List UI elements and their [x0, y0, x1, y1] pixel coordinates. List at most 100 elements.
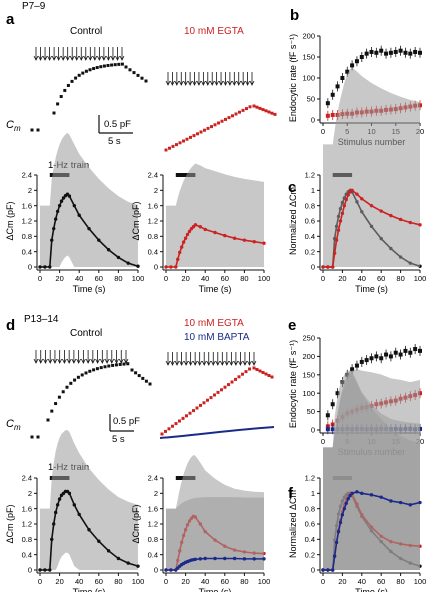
series-line-a2-0: [166, 223, 265, 268]
trace-point: [50, 409, 54, 413]
cm-label-bottom: Cm: [6, 418, 21, 432]
trace-point: [255, 105, 259, 109]
trace-point: [30, 435, 34, 439]
point-e-2: [325, 427, 330, 432]
panel-label-f: f: [288, 485, 294, 502]
trace-point: [130, 368, 134, 372]
stim-arrow-head: [43, 358, 48, 364]
y-tick-label-c: 0.6: [305, 217, 315, 226]
trace-point: [124, 65, 128, 69]
stim-arrow-head: [188, 360, 193, 366]
y-tick-label-b: 200: [302, 32, 315, 41]
stim-arrows-a-egta: [165, 72, 255, 86]
point-b-0: [354, 59, 359, 64]
point-e-2: [330, 427, 335, 432]
trace-point: [160, 432, 164, 436]
y-tick-label-a1: 0.4: [22, 247, 32, 256]
trace-point: [136, 73, 140, 77]
point-e-0: [388, 354, 393, 359]
x-tick-label-a1: 80: [114, 274, 122, 283]
point-b-0: [403, 50, 408, 55]
stim-arrow-head: [179, 360, 184, 366]
x-tick-label-a1: 20: [55, 274, 63, 283]
trace-point: [237, 375, 241, 379]
point-b-0: [340, 76, 345, 80]
scale-bar-top: 0.5 pF 5 s: [98, 115, 133, 147]
stim-arrow-head: [57, 358, 63, 364]
point-b-0: [408, 51, 413, 56]
stim-arrow-head: [183, 360, 189, 366]
point-b-0: [393, 49, 398, 54]
x-tick-label-a2: 0: [164, 274, 168, 283]
point-b-0: [369, 49, 374, 54]
y-tick-label-a1: 2.4: [22, 171, 32, 180]
trace-point: [185, 137, 189, 141]
trace-point: [66, 83, 70, 87]
scale-bar-bottom-s: 5 s: [112, 434, 125, 445]
age-label-p1314: P13–14: [24, 314, 59, 325]
y-tick-label-a2: 1.2: [148, 217, 158, 226]
trace-point: [209, 396, 213, 400]
y-tick-label-d1: 0.4: [22, 550, 32, 559]
y-tick-label-f: 0.4: [305, 535, 315, 544]
y-tick-label-a1: 0: [28, 263, 32, 272]
trace-point: [61, 390, 65, 394]
point-e-0: [359, 359, 364, 364]
y-tick-label-b: 50: [307, 95, 315, 104]
stim-arrow-head: [170, 360, 175, 366]
y-tick-label-a1: 2: [28, 186, 32, 195]
trace-point: [63, 88, 67, 92]
point-b-0: [413, 49, 418, 54]
trace-point: [132, 71, 136, 75]
raw-trace-a-control: [30, 62, 148, 132]
stim-arrow-head: [174, 360, 180, 366]
point-e-0: [384, 352, 389, 357]
x-tick-label-a2: 100: [258, 274, 271, 283]
stim-arrow-head: [174, 80, 180, 86]
y-axis-label-a2: ΔCm (pF): [131, 201, 141, 240]
stim-arrow-head: [38, 358, 44, 364]
x-tick-label-c: 60: [377, 274, 385, 283]
x-tick-label-d2: 80: [240, 577, 248, 586]
stim-arrow-head: [215, 360, 221, 366]
stim-arrow-head: [47, 358, 53, 364]
trace-point: [111, 363, 115, 367]
series-band-d2-1: [166, 497, 264, 570]
trace-point: [227, 383, 230, 387]
trace-point: [264, 109, 268, 113]
y-tick-label-e: 200: [302, 352, 315, 361]
x-tick-label-f: 60: [377, 577, 385, 586]
point-b-0: [379, 48, 384, 53]
stim-arrows-d-control: [33, 350, 129, 364]
point-b-0: [330, 92, 335, 97]
trace-point: [84, 69, 88, 73]
trace-point: [54, 402, 58, 406]
point-b-0: [359, 55, 364, 59]
trace-point: [59, 95, 63, 99]
stim-arrow-head: [99, 358, 105, 364]
point-e-0: [330, 402, 335, 407]
trace-point: [77, 73, 81, 77]
trace-point: [46, 418, 50, 422]
raw-trace-d-bapta: [159, 426, 275, 439]
x-axis-label-c: Time (s): [355, 284, 388, 294]
y-tick-label-f: 0.8: [305, 504, 315, 513]
stim-arrow-head: [52, 358, 58, 364]
trace-point: [164, 148, 168, 152]
point-b-0: [325, 101, 330, 106]
stim-arrow-head: [218, 80, 224, 86]
trace-point: [255, 368, 259, 371]
trace-point: [65, 385, 69, 389]
trace-point: [192, 409, 195, 413]
trace-point: [203, 128, 206, 132]
x-tick-label-a2: 40: [201, 274, 209, 283]
panel-label-c: c: [288, 179, 296, 196]
trace-point: [76, 375, 80, 379]
trace-point: [110, 63, 114, 67]
point-e-0: [335, 391, 340, 396]
bapta-label-bottom: 10 mM BAPTA: [184, 332, 250, 343]
x-tick-label-d1: 60: [95, 577, 103, 586]
trace-point: [114, 363, 118, 367]
y-tick-label-a2: 0.4: [148, 247, 158, 256]
trace-point: [216, 390, 220, 394]
